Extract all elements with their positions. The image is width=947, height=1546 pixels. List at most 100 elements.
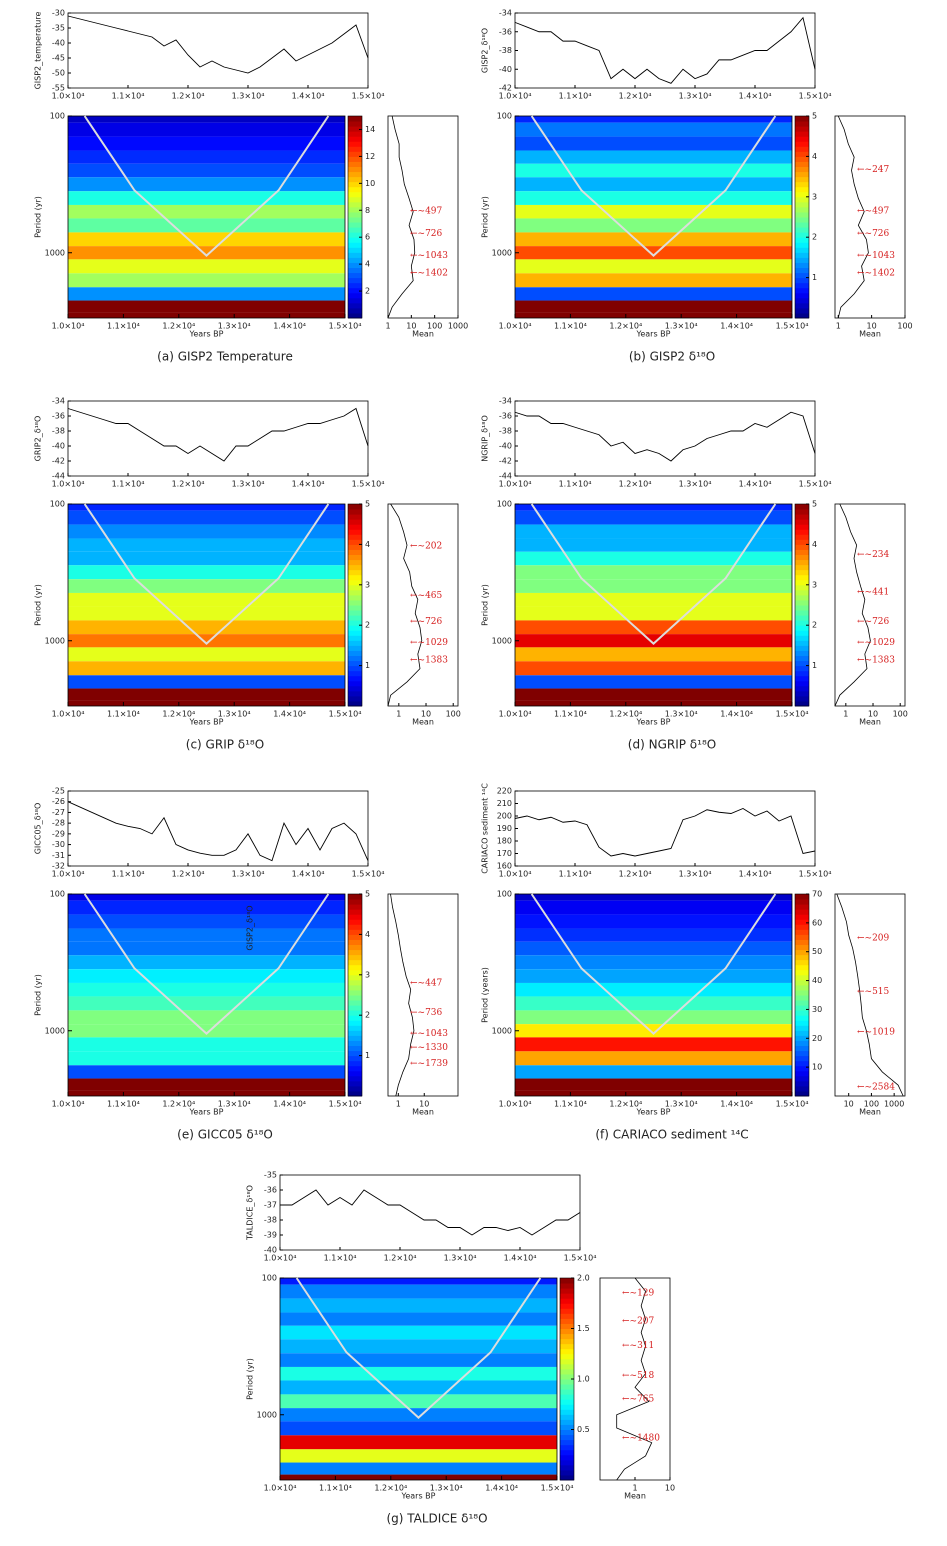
colorbar-frame xyxy=(794,115,810,319)
colorbar-slice xyxy=(348,166,362,173)
colorbar-tick-label: 4 xyxy=(365,930,370,939)
colorbar-slice xyxy=(348,116,362,122)
power-band xyxy=(515,565,792,580)
plot-frame xyxy=(514,893,793,1097)
caption: (e) GICC05 δ¹⁸O xyxy=(177,1128,273,1142)
power-band xyxy=(280,1408,557,1422)
colorbar-slice xyxy=(795,969,809,976)
colorbar-slice xyxy=(348,136,362,142)
y-axis-label: Period (yr) xyxy=(34,584,43,626)
colorbar-frame xyxy=(794,503,810,707)
colorbar-tick-label: 2.0 xyxy=(577,1274,590,1283)
plot-frame xyxy=(834,893,906,1097)
colorbar-slice xyxy=(348,899,362,905)
peak-label: ←~1043 xyxy=(410,1029,448,1039)
x-tick-label: 1.0×10⁴ xyxy=(52,322,85,331)
x-tick-label: 1.4×10⁴ xyxy=(739,480,772,489)
power-band xyxy=(68,996,345,1011)
y-tick-label: -27 xyxy=(52,808,65,817)
colorbar-slice xyxy=(348,1015,362,1021)
colorbar-slice xyxy=(348,579,362,586)
colorbar-slice xyxy=(348,969,362,976)
plot-frame xyxy=(514,115,793,319)
colorbar-slice xyxy=(348,509,362,515)
colorbar-slice xyxy=(795,156,809,162)
x-tick-label: 1.4×10⁴ xyxy=(292,92,325,101)
plot-frame xyxy=(387,503,459,707)
colorbar-slice xyxy=(348,1010,362,1016)
colorbar-slice xyxy=(348,519,362,525)
y-tick-label: 190 xyxy=(497,824,512,833)
x-tick-label: 1.5×10⁴ xyxy=(776,710,809,719)
colorbar-slice xyxy=(560,1368,574,1375)
colorbar-slice xyxy=(348,690,362,697)
colorbar-slice xyxy=(795,136,809,142)
colorbar-slice xyxy=(348,504,362,510)
x-axis-label: Years BP xyxy=(189,330,224,339)
plot-frame xyxy=(67,400,369,477)
series-line xyxy=(67,15,369,74)
power-band xyxy=(68,1037,345,1052)
colorbar-slice xyxy=(348,534,362,540)
colorbar-tick-label: 50 xyxy=(812,947,822,956)
colorbar-slice xyxy=(348,1025,362,1031)
colorbar-slice xyxy=(348,222,362,228)
cone-of-influence xyxy=(83,503,330,645)
colorbar-slice xyxy=(348,665,362,672)
colorbar-slice xyxy=(795,544,809,550)
colorbar-slice xyxy=(348,292,362,299)
colorbar-slice xyxy=(795,287,809,294)
x-tick-label: 1.3×10⁴ xyxy=(679,480,712,489)
colorbar-slice xyxy=(560,1328,574,1335)
power-band xyxy=(515,914,792,929)
x-tick-label: 1.1×10⁴ xyxy=(559,480,592,489)
colorbar-tick-label: 30 xyxy=(812,1005,822,1014)
power-band xyxy=(515,150,792,164)
peak-label: ←~726 xyxy=(410,617,443,627)
x-tick-label: 1.0×10⁴ xyxy=(499,870,532,879)
colorbar-slice xyxy=(560,1363,574,1370)
x-tick-label: 1.2×10⁴ xyxy=(162,1100,195,1109)
power-band xyxy=(515,191,792,205)
colorbar-slice xyxy=(795,989,809,996)
colorbar-slice xyxy=(795,569,809,576)
colorbar-tick-label: 4 xyxy=(365,540,370,549)
power-band xyxy=(68,246,345,260)
x-tick-label: 1.5×10⁴ xyxy=(776,322,809,331)
y-tick-label: 100 xyxy=(50,500,65,509)
x-tick-label: 1.5×10⁴ xyxy=(564,1254,597,1263)
plot-frame xyxy=(387,893,459,1097)
x-axis-label: Mean xyxy=(859,330,881,339)
colorbar-slice xyxy=(560,1313,574,1319)
y-tick-label: -26 xyxy=(52,797,65,806)
colorbar-slice xyxy=(560,1308,574,1314)
colorbar-slice xyxy=(560,1419,574,1425)
power-band xyxy=(68,122,345,137)
plot-frame xyxy=(834,503,906,707)
colorbar-slice xyxy=(348,620,362,626)
colorbar-slice xyxy=(348,630,362,636)
y-tick-label: -31 xyxy=(52,851,65,860)
colorbar-slice xyxy=(348,227,362,233)
colorbar-slice xyxy=(795,934,809,940)
colorbar-slice xyxy=(795,146,809,152)
x-axis-label: Years BP xyxy=(636,718,671,727)
power-band xyxy=(280,1421,557,1436)
colorbar-tick-label: 2 xyxy=(365,1011,370,1020)
power-band xyxy=(68,634,345,648)
colorbar-slice xyxy=(795,201,809,208)
colorbar-tick-label: 5 xyxy=(812,500,817,509)
colorbar-slice xyxy=(560,1464,574,1471)
colorbar-slice xyxy=(348,1070,362,1077)
colorbar-slice xyxy=(348,909,362,915)
y-tick-label: 1000 xyxy=(492,636,512,645)
power-band xyxy=(68,551,345,566)
colorbar-slice xyxy=(348,312,362,319)
colorbar-slice xyxy=(795,272,809,279)
colorbar-slice xyxy=(795,1070,809,1077)
colorbar-slice xyxy=(795,247,809,253)
plot-frame xyxy=(514,12,816,89)
colorbar-tick-label: 4 xyxy=(812,152,817,161)
peak-label: ←~207 xyxy=(622,1317,655,1327)
